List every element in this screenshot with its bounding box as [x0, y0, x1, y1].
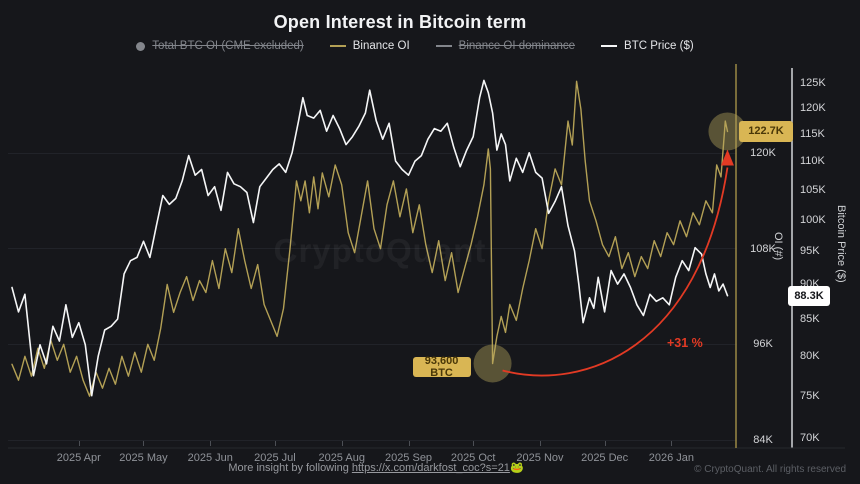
percent-change-label: +31 % [667, 336, 703, 350]
crash-low-badge: 93,600 BTC [412, 355, 471, 379]
x-tick-label: 2025 Jul [254, 452, 296, 464]
x-tick-label: 2025 Aug [318, 452, 365, 464]
last-point-highlight-circle [708, 112, 747, 151]
price-tick-label: 105K [800, 183, 826, 196]
x-tick-mark [604, 441, 606, 446]
x-tick-mark [274, 441, 276, 446]
price-tick-label: 100K [800, 213, 826, 226]
frog-emoji-icon: 🐸 [509, 462, 524, 474]
oi-tick-label: 96K [753, 338, 773, 351]
x-tick-label: 2025 Jun [187, 452, 233, 464]
legend-item-3[interactable]: BTC Price ($) [601, 40, 694, 52]
x-tick-mark [473, 441, 475, 446]
series-line-0 [11, 80, 729, 397]
chart-title: Open Interest in Bitcoin term [273, 12, 527, 32]
x-tick-mark [143, 441, 145, 446]
price-axis-title: Bitcoin Price ($) [835, 205, 847, 283]
legend-label: Binance OI [352, 40, 410, 52]
oi-last-value-badge: 122.7K [739, 120, 793, 142]
x-tick-mark [671, 441, 673, 446]
price-tick-label: 85K [800, 313, 820, 326]
x-tick-label: 2025 Nov [516, 452, 564, 464]
footer-note: More insight by following https://x.com/… [0, 461, 752, 474]
legend-line-icon [435, 45, 452, 47]
x-tick-mark [539, 441, 541, 446]
gridline [8, 343, 737, 345]
price-tick-label: 115K [800, 127, 825, 140]
price-tick-label: 120K [800, 101, 826, 114]
x-tick-mark [408, 441, 410, 446]
price-tick-label: 80K [800, 350, 820, 363]
x-tick-label: 2025 Oct [450, 452, 496, 464]
cryptoquant-watermark: CryptoQuant [273, 232, 487, 269]
x-tick-label: 2025 May [119, 452, 168, 464]
legend-label: Binance OI dominance [458, 40, 576, 52]
x-tick-label: 2025 Apr [56, 452, 101, 464]
oi-tick-label: 84K [753, 434, 773, 446]
price-last-value-badge: 88.3K [788, 285, 830, 306]
oi-tick-label: 120K [750, 147, 776, 159]
copyright-text: © CryptoQuant. All rights reserved [694, 464, 846, 475]
price-tick-label: 110K [800, 155, 825, 168]
x-tick-label: 2026 Jan [648, 452, 695, 464]
oi-axis-title: OI (#) [772, 232, 784, 261]
recovery-arrow-curve [502, 167, 729, 377]
x-tick-mark [210, 441, 212, 446]
crash-highlight-circle [473, 344, 512, 383]
price-tick-label: 95K [800, 244, 820, 257]
oi-tick-label: 108K [750, 242, 776, 255]
legend-label: BTC Price ($) [624, 40, 694, 52]
price-tick-label: 125K [800, 76, 826, 89]
legend-line-icon [329, 45, 346, 47]
footer-note-text: More insight by following [228, 462, 352, 474]
price-tick-label: 70K [800, 432, 820, 444]
legend-dot-icon [136, 41, 146, 51]
gridline [8, 152, 737, 154]
price-tick-label: 75K [800, 389, 820, 402]
legend-line-icon [601, 45, 618, 47]
x-tick-mark [341, 441, 343, 446]
legend-item-0[interactable]: Total BTC OI (CME excluded) [136, 40, 304, 52]
recovery-arrowhead [720, 149, 734, 166]
legend: Total BTC OI (CME excluded) Binance OI Bin… [0, 40, 830, 52]
legend-item-1[interactable]: Binance OI [329, 40, 410, 52]
series-line-1 [11, 79, 729, 397]
legend-label: Total BTC OI (CME excluded) [152, 40, 304, 52]
gridline [8, 248, 737, 250]
footer-link[interactable]: https://x.com/darkfost_coc?s=21 [351, 462, 510, 474]
x-tick-label: 2025 Sep [384, 452, 433, 464]
x-tick-label: 2025 Dec [581, 452, 629, 464]
legend-item-2[interactable]: Binance OI dominance [435, 40, 576, 52]
x-tick-mark [78, 441, 80, 446]
gridline [8, 439, 737, 441]
